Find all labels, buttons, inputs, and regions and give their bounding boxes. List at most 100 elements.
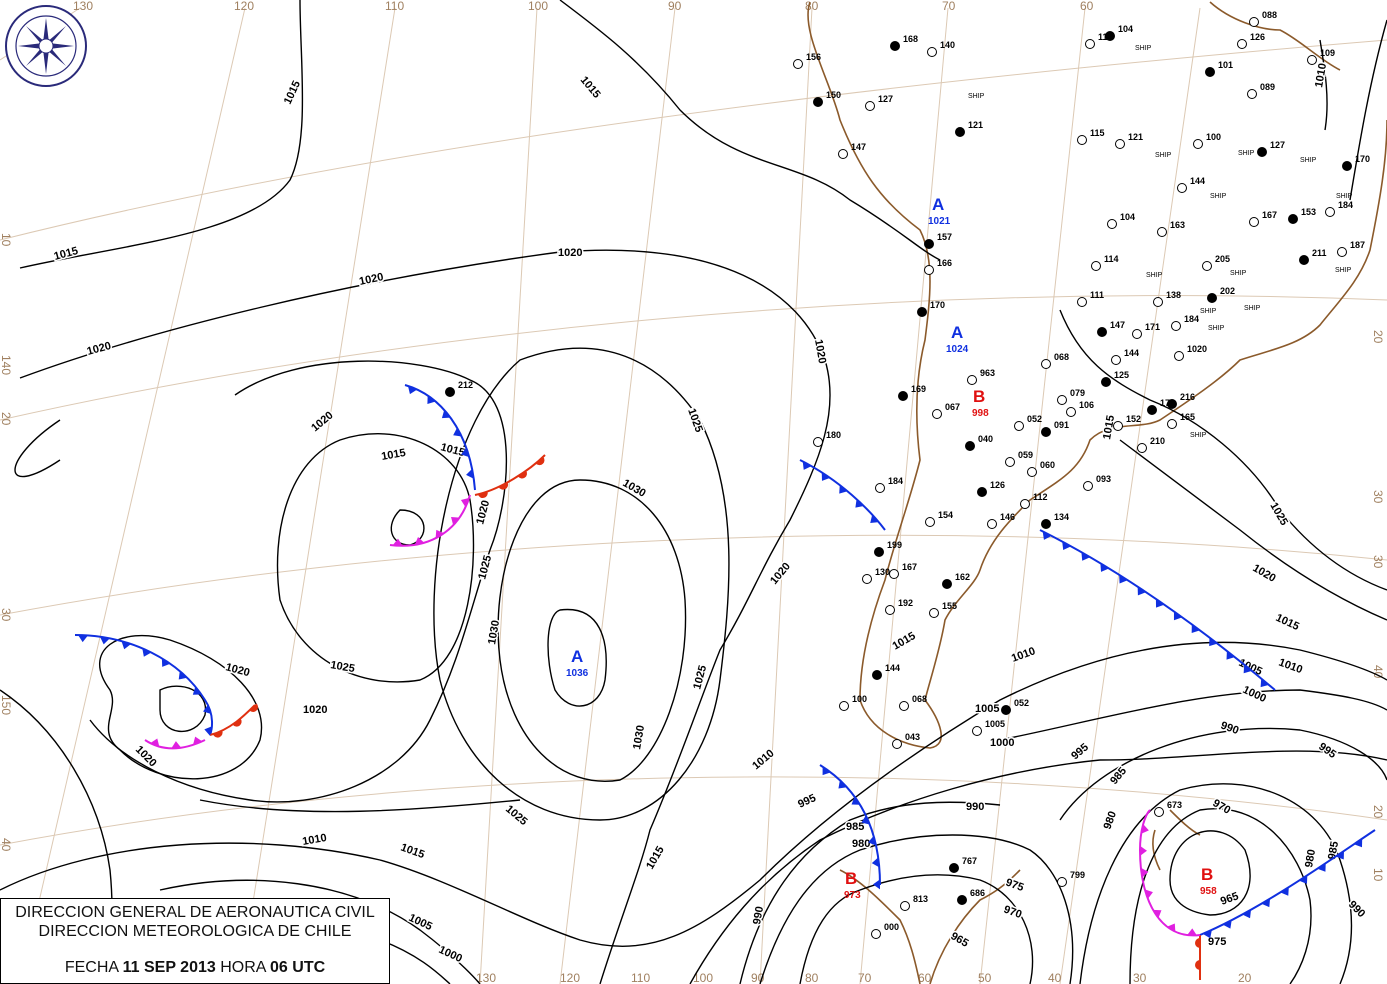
low-pressure-value: 958 [1200,886,1217,897]
station-id: 813 [913,894,928,904]
station-circle-icon [1107,219,1117,229]
cold-front-triangle-icon [1191,624,1200,634]
station-circle-icon [1174,351,1184,361]
station-id: 210 [1150,436,1165,446]
station-circle-icon [898,391,908,401]
station-id: 104 [1118,24,1133,34]
occluded-front [389,494,471,547]
isobar-label: 1030 [486,619,502,645]
station-circle-icon [1001,705,1011,715]
station-circle-icon [1257,147,1267,157]
station-circle-icon [1342,161,1352,171]
station-circle-icon [1066,407,1076,417]
isobar-label: 1010 [1277,657,1304,677]
station-circle-icon [1325,207,1335,217]
station-circle-icon [1014,421,1024,431]
cold-front-triangle-icon [1062,541,1071,551]
cold-front-triangle-icon [1261,898,1271,908]
warm-front-semicircle-icon [1195,938,1200,948]
station-circle-icon [1193,139,1203,149]
station-id: 068 [912,694,927,704]
station-circle-icon [1299,255,1309,265]
ship-label: SHIP [1336,193,1353,200]
cold-front-triangle-icon [872,879,881,890]
warm-front-semicircle-icon [249,703,259,712]
isobar-label: 1015 [644,844,667,871]
station-circle-icon [813,437,823,447]
station-circle-icon [1097,327,1107,337]
cold-front-triangle-icon [871,857,880,868]
station-circle-icon [1027,467,1037,477]
isobar-label: 1020 [812,338,828,364]
station-circle-icon [1307,55,1317,65]
lat-label: 30 [0,608,13,622]
lat-label: 20 [0,412,13,426]
station-circle-icon [1154,807,1164,817]
isobar-label: 1010 [1010,645,1037,665]
cold-front-triangle-icon [178,671,188,680]
station-circle-icon [839,701,849,711]
ship-label: SHIP [1135,45,1152,52]
station-circle-icon [1249,17,1259,27]
pressure-centers: A 1036 A 1021 A 1024 B 998 B 973 B 958 [566,195,1217,901]
isobar-label: 980 [1303,848,1318,868]
lon-label: 40 [1048,971,1062,984]
station-id: 138 [1166,290,1181,300]
station-id: 130 [875,567,890,577]
station-id: 144 [885,663,900,673]
isobar-label: 995 [1316,741,1338,761]
occluded-front-symbol-icon [1166,923,1176,933]
station-id: 673 [1167,800,1182,810]
station-id: 180 [826,430,841,440]
station-circle-icon [900,901,910,911]
station-circle-icon [1205,67,1215,77]
ship-label: SHIP [1238,150,1255,157]
coastline [807,1,1387,984]
station-circle-icon [865,101,875,111]
ship-label: SHIP [1208,325,1225,332]
lat-label: 20 [1371,805,1385,819]
station-id: 184 [1338,200,1353,210]
isobar-label: 1025 [476,554,494,581]
station-circle-icon [1288,214,1298,224]
isobar-label: 1020 [303,704,327,716]
station-id: 115 [1090,128,1105,138]
occluded-front-symbol-icon [435,529,445,539]
station-circle-icon [1057,877,1067,887]
occluded-front-symbol-icon [451,517,460,526]
lat-label: 40 [0,838,13,852]
cold-front-triangle-icon [203,704,212,715]
ship-label: SHIP [1146,272,1163,279]
cold-front-triangle-icon [192,686,202,695]
isobar-label: 1015 [1274,612,1301,633]
station-id: 154 [938,510,953,520]
station-circle-icon [929,608,939,618]
station-id: 799 [1070,870,1085,880]
occluded-front-symbol-icon [1139,845,1148,856]
station-circle-icon [1167,399,1177,409]
station-circle-icon [1171,321,1181,331]
cold-front-triangle-icon [1353,838,1363,848]
station-id: 127 [878,94,893,104]
station-circle-icon [1137,443,1147,453]
low-pressure-center: B [1201,865,1213,884]
station-circle-icon [793,59,803,69]
station-id: 121 [1128,132,1143,142]
station-id: 216 [1180,392,1195,402]
station-id: 121 [968,120,983,130]
ship-label: SHIP [1155,152,1172,159]
lon-label: 90 [668,0,682,13]
station-circle-icon [889,569,899,579]
low-pressure-center: B [973,387,985,406]
cold-front-triangle-icon [1119,574,1128,584]
warm-front-semicircle-icon [212,730,223,738]
isobar-label: 990 [1219,720,1240,738]
low-pressure-value: 973 [844,890,861,901]
station-id: 1005 [985,719,1005,729]
station-circle-icon [957,895,967,905]
cold-front-triangle-icon [861,815,870,825]
station-circle-icon [1207,293,1217,303]
ship-label: SHIP [1335,267,1352,274]
occluded-front-symbol-icon [171,741,182,749]
